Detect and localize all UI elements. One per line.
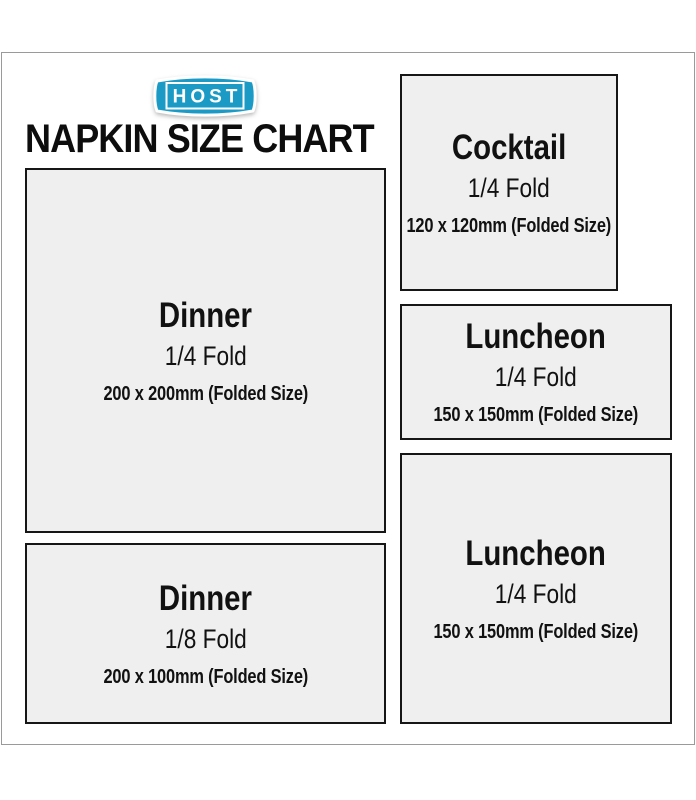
napkin-fold: 1/4 Fold	[468, 172, 550, 203]
napkin-size: 150 x 150mm (Folded Size)	[433, 620, 639, 643]
napkin-fold: 1/8 Fold	[164, 623, 247, 654]
napkin-fold: 1/4 Fold	[495, 578, 577, 609]
logo-inner-rect	[165, 82, 245, 110]
host-logo: HOST	[153, 75, 257, 117]
napkin-size: 200 x 200mm (Folded Size)	[103, 382, 308, 405]
napkin-name: Luncheon	[465, 317, 607, 356]
napkin-name: Luncheon	[465, 533, 607, 573]
napkin-card-cocktail-quarter-fold: Cocktail 1/4 Fold 120 x 120mm (Folded Si…	[400, 74, 618, 291]
napkin-card-luncheon-quarter-fold-small: Luncheon 1/4 Fold 150 x 150mm (Folded Si…	[400, 304, 672, 440]
napkin-name: Cocktail	[451, 127, 567, 167]
napkin-fold: 1/4 Fold	[495, 362, 577, 392]
napkin-name: Dinner	[158, 578, 253, 618]
napkin-card-dinner-eighth-fold: Dinner 1/8 Fold 200 x 100mm (Folded Size…	[25, 543, 386, 724]
napkin-fold: 1/4 Fold	[164, 340, 247, 371]
logo-barrel-shape	[153, 75, 257, 117]
logo-text: HOST	[173, 87, 242, 108]
napkin-size: 120 x 120mm (Folded Size)	[406, 214, 612, 237]
page-title: NAPKIN SIZE CHART	[25, 117, 375, 161]
napkin-card-dinner-quarter-fold: Dinner 1/4 Fold 200 x 200mm (Folded Size…	[25, 168, 386, 533]
napkin-card-luncheon-quarter-fold-large: Luncheon 1/4 Fold 150 x 150mm (Folded Si…	[400, 453, 672, 724]
napkin-name: Dinner	[158, 295, 253, 335]
napkin-size: 150 x 150mm (Folded Size)	[433, 404, 639, 426]
napkin-size: 200 x 100mm (Folded Size)	[103, 665, 308, 688]
